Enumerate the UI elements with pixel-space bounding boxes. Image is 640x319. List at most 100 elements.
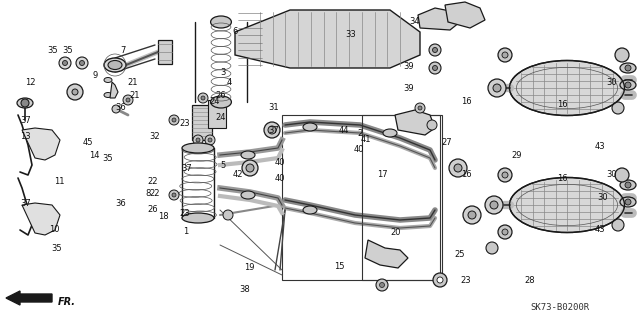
Circle shape bbox=[21, 99, 29, 107]
Polygon shape bbox=[445, 2, 485, 28]
Text: 26: 26 bbox=[216, 91, 226, 100]
Text: 5: 5 bbox=[220, 161, 225, 170]
Text: 41: 41 bbox=[361, 135, 371, 144]
Ellipse shape bbox=[620, 80, 636, 90]
Text: 35: 35 bbox=[51, 244, 61, 253]
Text: 4: 4 bbox=[227, 78, 232, 87]
Text: 25: 25 bbox=[454, 250, 465, 259]
Circle shape bbox=[123, 95, 133, 105]
Ellipse shape bbox=[241, 151, 255, 159]
Text: 12: 12 bbox=[26, 78, 36, 87]
Circle shape bbox=[485, 196, 503, 214]
Ellipse shape bbox=[211, 96, 232, 108]
Text: 37: 37 bbox=[20, 199, 31, 208]
Text: 44: 44 bbox=[339, 126, 349, 135]
Circle shape bbox=[615, 168, 629, 182]
Circle shape bbox=[59, 57, 71, 69]
Circle shape bbox=[429, 62, 441, 74]
Circle shape bbox=[63, 61, 67, 65]
Text: 10: 10 bbox=[49, 225, 60, 234]
Text: 30: 30 bbox=[606, 170, 616, 179]
Bar bbox=[208, 100, 226, 128]
Text: 36: 36 bbox=[115, 103, 125, 112]
Text: 23: 23 bbox=[179, 119, 189, 128]
Circle shape bbox=[376, 279, 388, 291]
Text: 39: 39 bbox=[403, 84, 413, 93]
Circle shape bbox=[437, 277, 443, 283]
Circle shape bbox=[196, 138, 200, 142]
Circle shape bbox=[502, 172, 508, 178]
Ellipse shape bbox=[211, 16, 232, 28]
Text: 39: 39 bbox=[403, 62, 413, 71]
Circle shape bbox=[193, 135, 203, 145]
Text: 30: 30 bbox=[606, 78, 616, 87]
Circle shape bbox=[223, 210, 233, 220]
Circle shape bbox=[625, 82, 631, 88]
Ellipse shape bbox=[241, 191, 255, 199]
Circle shape bbox=[415, 103, 425, 113]
Ellipse shape bbox=[620, 63, 636, 73]
Circle shape bbox=[112, 105, 120, 113]
Text: 38: 38 bbox=[239, 285, 250, 294]
Circle shape bbox=[615, 48, 629, 62]
Text: 35: 35 bbox=[47, 46, 58, 55]
Text: 17: 17 bbox=[378, 170, 388, 179]
Circle shape bbox=[493, 84, 501, 92]
Circle shape bbox=[76, 57, 88, 69]
Ellipse shape bbox=[303, 123, 317, 131]
Text: 15: 15 bbox=[334, 262, 344, 271]
Text: 43: 43 bbox=[595, 225, 605, 234]
Circle shape bbox=[268, 126, 276, 134]
Ellipse shape bbox=[620, 180, 636, 190]
Circle shape bbox=[126, 98, 130, 102]
Circle shape bbox=[418, 106, 422, 110]
Bar bbox=[282, 115, 440, 280]
Circle shape bbox=[498, 168, 512, 182]
Text: 27: 27 bbox=[442, 138, 452, 147]
Text: 24: 24 bbox=[216, 113, 226, 122]
Circle shape bbox=[433, 273, 447, 287]
Ellipse shape bbox=[509, 177, 625, 233]
Text: 45: 45 bbox=[83, 138, 93, 147]
Circle shape bbox=[502, 229, 508, 235]
Text: 43: 43 bbox=[595, 142, 605, 151]
Circle shape bbox=[72, 89, 78, 95]
Text: 35: 35 bbox=[102, 154, 113, 163]
Text: 37: 37 bbox=[20, 116, 31, 125]
Ellipse shape bbox=[104, 78, 112, 83]
Circle shape bbox=[380, 283, 385, 287]
Circle shape bbox=[488, 79, 506, 97]
Circle shape bbox=[486, 242, 498, 254]
Circle shape bbox=[246, 164, 254, 172]
Ellipse shape bbox=[620, 197, 636, 207]
Circle shape bbox=[427, 120, 437, 130]
Text: 33: 33 bbox=[346, 30, 356, 39]
Text: 42: 42 bbox=[233, 170, 243, 179]
Text: 23: 23 bbox=[461, 276, 471, 285]
Circle shape bbox=[242, 160, 258, 176]
Text: 40: 40 bbox=[353, 145, 364, 154]
Text: 6: 6 bbox=[233, 27, 238, 36]
Ellipse shape bbox=[104, 58, 126, 72]
Text: 34: 34 bbox=[410, 17, 420, 26]
Circle shape bbox=[264, 122, 280, 138]
Circle shape bbox=[612, 102, 624, 114]
Text: 37: 37 bbox=[182, 164, 192, 173]
Text: 16: 16 bbox=[557, 174, 567, 182]
Bar bbox=[362, 115, 442, 280]
Text: 16: 16 bbox=[557, 100, 567, 109]
Text: 30: 30 bbox=[598, 193, 608, 202]
Text: 21: 21 bbox=[128, 78, 138, 87]
Circle shape bbox=[172, 118, 176, 122]
Circle shape bbox=[498, 225, 512, 239]
Text: 7: 7 bbox=[120, 46, 125, 55]
Ellipse shape bbox=[509, 61, 625, 115]
Circle shape bbox=[433, 48, 438, 53]
Polygon shape bbox=[235, 10, 420, 68]
Circle shape bbox=[498, 48, 512, 62]
Ellipse shape bbox=[383, 129, 397, 137]
Circle shape bbox=[625, 182, 631, 188]
Text: FR.: FR. bbox=[58, 297, 76, 307]
Text: 31: 31 bbox=[269, 103, 279, 112]
Text: 32: 32 bbox=[150, 132, 160, 141]
